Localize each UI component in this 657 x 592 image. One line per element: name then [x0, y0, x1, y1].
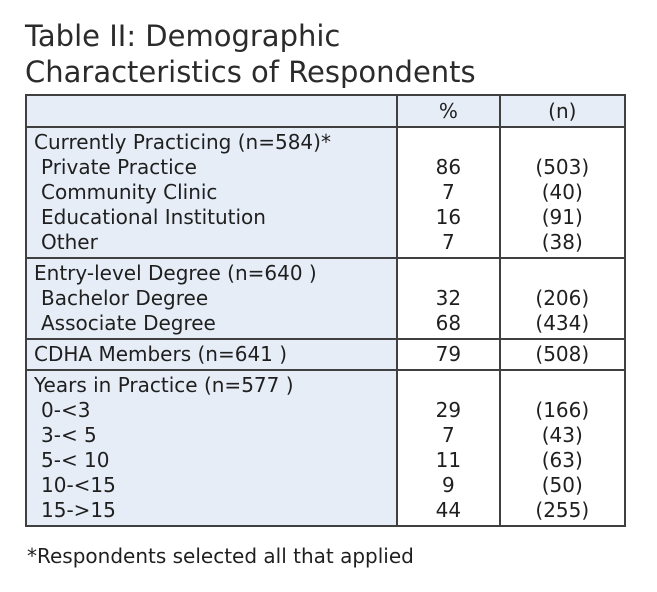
- section-labels: Currently Practicing (n=584)* Private Pr…: [24, 126, 399, 259]
- row-percent-value: 16: [435, 205, 462, 229]
- spacer-line: [501, 261, 624, 286]
- row-n-value: (434): [535, 311, 590, 335]
- row-label: Other: [41, 230, 98, 254]
- row-label: Educational Institution: [41, 205, 266, 229]
- row-n-value: (91): [541, 205, 583, 229]
- table-title-line2: Characteristics of Respondents: [25, 55, 476, 89]
- row-label: Associate Degree: [41, 311, 216, 335]
- header-row: % (n): [24, 94, 627, 128]
- section-n-values: (508): [498, 338, 627, 371]
- section-title: Entry-level Degree (n=640 ): [34, 261, 317, 285]
- table-section-row: Years in Practice (n=577 ) 0-<3 3-< 5 5-…: [24, 369, 627, 527]
- section-labels: Years in Practice (n=577 ) 0-<3 3-< 5 5-…: [24, 369, 399, 527]
- row-percent-value: 11: [435, 448, 462, 472]
- row-percent-value: 29: [435, 398, 462, 422]
- column-header-blank: [24, 94, 399, 128]
- row-label: 0-<3: [41, 398, 91, 422]
- section-title: Years in Practice (n=577 ): [34, 373, 294, 397]
- table-section-row: Currently Practicing (n=584)* Private Pr…: [24, 126, 627, 259]
- row-n-value: (206): [535, 286, 590, 310]
- row-n-value: (38): [541, 230, 583, 254]
- row-label: 5-< 10: [41, 448, 110, 472]
- row-label: 15->15: [41, 498, 116, 522]
- row-n-value: (503): [535, 155, 590, 179]
- spacer-line: [398, 130, 498, 155]
- row-n-value: (63): [541, 448, 583, 472]
- row-n-value: (166): [535, 398, 590, 422]
- section-title: CDHA Members (n=641 ): [34, 342, 288, 366]
- column-header-percent: %: [396, 94, 501, 128]
- row-label: Bachelor Degree: [41, 286, 209, 310]
- row-percent-value: 7: [442, 230, 455, 254]
- section-percent-values: 79: [396, 338, 501, 371]
- footnote: *Respondents selected all that applied: [27, 544, 414, 568]
- section-percent-values: 32 68: [396, 257, 501, 340]
- column-header-n: (n): [498, 94, 627, 128]
- row-percent-value: 9: [442, 473, 455, 497]
- table-title-line1: Table II: Demographic: [25, 19, 341, 53]
- table-section-row: CDHA Members (n=641 ) 79 (508): [24, 338, 627, 371]
- section-labels: Entry-level Degree (n=640 ) Bachelor Deg…: [24, 257, 399, 340]
- demographics-table: % (n) Currently Practicing (n=584)* Priv…: [24, 94, 627, 527]
- section-n-values: (503) (40) (91) (38): [498, 126, 627, 259]
- page: Table II: Demographic Characteristics of…: [24, 18, 657, 568]
- spacer-line: [501, 130, 624, 155]
- row-n-value: (43): [541, 423, 583, 447]
- row-label: 10-<15: [41, 473, 116, 497]
- section-title: Currently Practicing (n=584)*: [34, 130, 331, 154]
- row-n-value: (40): [541, 180, 583, 204]
- row-label: Private Practice: [41, 155, 197, 179]
- section-n-values: (206) (434): [498, 257, 627, 340]
- section-percent-values: 29 7 11 9 44: [396, 369, 501, 527]
- spacer-line: [398, 261, 498, 286]
- row-label: Community Clinic: [41, 180, 218, 204]
- table-title: Table II: Demographic Characteristics of…: [25, 18, 657, 90]
- row-percent-value: 68: [435, 311, 462, 335]
- row-percent-value: 44: [435, 498, 462, 522]
- row-percent-value: 7: [442, 180, 455, 204]
- row-percent-value: 79: [435, 342, 462, 366]
- row-n-value: (255): [535, 498, 590, 522]
- section-percent-values: 86 7 16 7: [396, 126, 501, 259]
- row-percent-value: 7: [442, 423, 455, 447]
- row-label: 3-< 5: [41, 423, 97, 447]
- spacer-line: [501, 373, 624, 398]
- row-n-value: (50): [541, 473, 583, 497]
- section-labels: CDHA Members (n=641 ): [24, 338, 399, 371]
- row-percent-value: 86: [435, 155, 462, 179]
- row-n-value: (508): [535, 342, 590, 366]
- section-n-values: (166) (43) (63) (50) (255): [498, 369, 627, 527]
- row-percent-value: 32: [435, 286, 462, 310]
- spacer-line: [398, 373, 498, 398]
- table-section-row: Entry-level Degree (n=640 ) Bachelor Deg…: [24, 257, 627, 340]
